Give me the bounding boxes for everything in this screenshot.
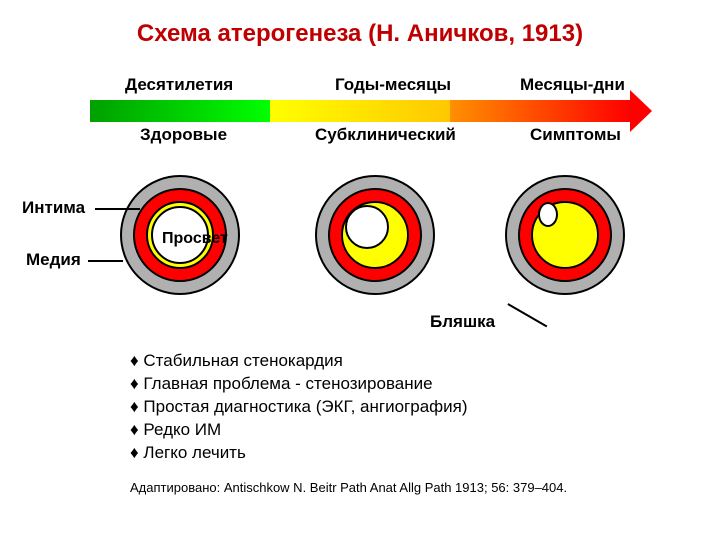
bullet-item: Стабильная стенокардия (130, 350, 468, 373)
period-decades-label: Десятилетия (125, 75, 233, 95)
vessel-subclinical (315, 175, 435, 295)
period-months-label: Месяцы-дни (520, 75, 625, 95)
timeline-segment-healthy (90, 100, 270, 122)
vessels-row (0, 175, 720, 325)
timeline-segment-symptoms (450, 100, 630, 122)
stage-healthy-label: Здоровые (140, 125, 227, 145)
bullet-list: Стабильная стенокардия Главная проблема … (130, 350, 468, 465)
diagram-title: Схема атерогенеза (Н. Аничков, 1913) (0, 20, 720, 48)
vessel-symptomatic (505, 175, 625, 295)
timeline: Десятилетия Годы-месяцы Месяцы-дни Здоро… (90, 80, 650, 125)
bullet-item: Редко ИМ (130, 419, 468, 442)
timeline-bar (90, 100, 630, 122)
reference-citation: Адаптировано: Antischkow N. Beitr Path A… (130, 480, 567, 495)
plaque-label: Бляшка (430, 312, 495, 332)
bullet-item: Легко лечить (130, 442, 468, 465)
vessel-lumen (345, 205, 389, 249)
lumen-label: Просвет (162, 230, 228, 248)
bullet-item: Главная проблема - стенозирование (130, 373, 468, 396)
intima-label: Интима (22, 198, 85, 218)
intima-pointer-line (95, 208, 140, 210)
stage-symptoms-label: Симптомы (530, 125, 621, 145)
stage-subclinical-label: Субклинический (315, 125, 456, 145)
timeline-arrow-icon (630, 90, 652, 132)
media-pointer-line (88, 260, 123, 262)
media-label: Медия (26, 250, 81, 270)
vessel-lumen (538, 202, 558, 227)
bullet-item: Простая диагностика (ЭКГ, ангиография) (130, 396, 468, 419)
period-years-label: Годы-месяцы (335, 75, 451, 95)
timeline-segment-subclinical (270, 100, 450, 122)
